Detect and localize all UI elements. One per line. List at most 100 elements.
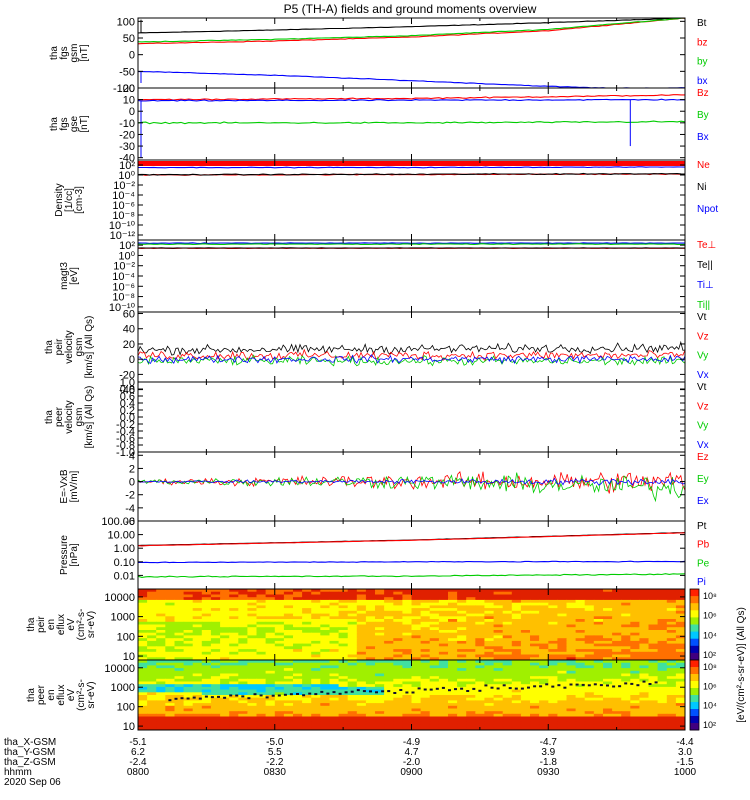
spectrogram-cell: [192, 724, 203, 728]
spectrogram-cell: [675, 594, 685, 598]
spectrogram-cell: [666, 695, 677, 699]
spectrogram-cell: [603, 681, 613, 685]
spectrogram-cell: [238, 662, 248, 666]
spectrogram-cell: [584, 591, 595, 595]
spectrogram-cell: [457, 589, 467, 593]
spectrogram-cell: [329, 660, 340, 664]
spectrogram-cell: [448, 686, 458, 691]
spectrogram-cell: [302, 589, 312, 593]
spectrogram-cell: [484, 657, 495, 660]
spectrogram-cell: [302, 711, 312, 715]
spectrogram-cell: [302, 703, 312, 707]
spectrogram-cell: [338, 686, 349, 691]
spectrogram-cell: [648, 686, 659, 691]
spectrogram-cell: [320, 589, 330, 593]
spectrogram-cell: [138, 705, 148, 710]
spectrogram-cell: [557, 621, 568, 626]
spectrogram-cell: [530, 610, 540, 615]
spectrogram-cell: [548, 608, 558, 612]
spectrogram-cell: [229, 638, 239, 642]
spectrogram-cell: [666, 643, 677, 647]
spectrogram-cell: [302, 678, 312, 683]
spectrogram-cell: [575, 721, 586, 726]
spectrogram-cell: [283, 660, 294, 664]
spectrogram-cell: [256, 705, 267, 710]
spectrogram-cell: [393, 695, 403, 699]
spectrogram-cell: [666, 619, 677, 623]
spectrogram-cell: [520, 649, 531, 653]
spectrogram-cell: [220, 673, 230, 677]
spectrogram-cell: [539, 589, 549, 593]
spectrogram-cell: [156, 668, 166, 672]
y-axis-label: eflux: [56, 614, 67, 635]
spectrogram-cell: [393, 660, 403, 664]
y-tick-label: 10⁻⁶: [112, 281, 135, 293]
spectrogram-cell: [174, 616, 185, 620]
spectrogram-cell: [630, 627, 640, 631]
spectrogram-cell: [457, 640, 467, 645]
spectrogram-cell: [147, 692, 157, 696]
spectrogram-cell: [183, 662, 194, 666]
spectrogram-cell: [375, 657, 385, 660]
spectrogram-cell: [384, 608, 394, 612]
spectrogram-cell: [484, 670, 495, 675]
spectrogram-cell: [192, 716, 203, 720]
spectrogram-cell: [238, 610, 248, 615]
spectrogram-cell: [493, 640, 504, 645]
spectrogram-cell: [210, 689, 221, 693]
spectrogram-cell: [566, 643, 577, 647]
spectrogram-cell: [584, 695, 595, 699]
spectrogram-cell: [220, 700, 230, 704]
spectrogram-cell: [293, 619, 303, 623]
spectrogram-cell: [274, 681, 285, 685]
series-peir_velocity-Vx: [138, 354, 685, 365]
spectrogram-cell: [603, 668, 613, 672]
spectrogram-cell: [402, 719, 413, 723]
spectrogram-cell: [530, 719, 540, 723]
spectrogram-cell: [639, 660, 650, 664]
spectrogram-cell: [165, 624, 175, 628]
spectrogram-cell: [302, 613, 312, 617]
spectrogram-cell: [557, 638, 568, 642]
spectrogram-cell: [320, 697, 330, 701]
spectrogram-cell: [320, 621, 330, 626]
spectrogram-cell: [308, 692, 312, 695]
spectrogram-cell: [201, 692, 212, 696]
spectrogram-cell: [666, 681, 677, 685]
spectrogram-cell: [438, 632, 449, 636]
spectrogram-cell: [420, 651, 431, 656]
spectrogram-cell: [147, 668, 157, 672]
spectrogram-cell: [657, 689, 668, 693]
y-axis-label: [mV/m]: [69, 470, 80, 502]
spectrogram-cell: [265, 602, 276, 606]
spectrogram-cell: [429, 594, 440, 598]
spectrogram-cell: [138, 721, 148, 726]
spectrogram-cell: [520, 689, 531, 693]
spectrogram-cell: [648, 649, 659, 653]
spectrogram-cell: [210, 627, 221, 631]
spectrogram-cell: [612, 721, 622, 726]
spectrogram-cell: [593, 681, 604, 685]
spectrogram-cell: [411, 632, 422, 636]
spectrogram-cell: [457, 610, 467, 615]
spectrogram-cell: [365, 719, 376, 723]
spectrogram-cell: [484, 668, 495, 672]
spectrogram-cell: [256, 597, 267, 601]
spectrogram-cell: [557, 640, 568, 645]
spectrogram-cell: [548, 605, 558, 609]
spectrogram-cell: [356, 689, 360, 692]
spectrogram-cell: [402, 665, 413, 669]
spectrogram-cell: [530, 616, 540, 620]
spectrogram-cell: [666, 713, 677, 718]
spectrogram-cell: [229, 681, 239, 685]
spectrogram-cell: [283, 692, 294, 696]
spectrogram-cell: [584, 692, 595, 696]
spectrogram-cell: [156, 635, 166, 639]
spectrogram-cell: [675, 670, 685, 675]
colorbar-swatch: [690, 681, 699, 689]
spectrogram-cell: [192, 695, 203, 699]
spectrogram-cell: [393, 608, 403, 612]
spectrogram-cell: [584, 646, 595, 650]
spectrogram-cell: [530, 599, 540, 604]
spectrogram-cell: [520, 665, 531, 669]
